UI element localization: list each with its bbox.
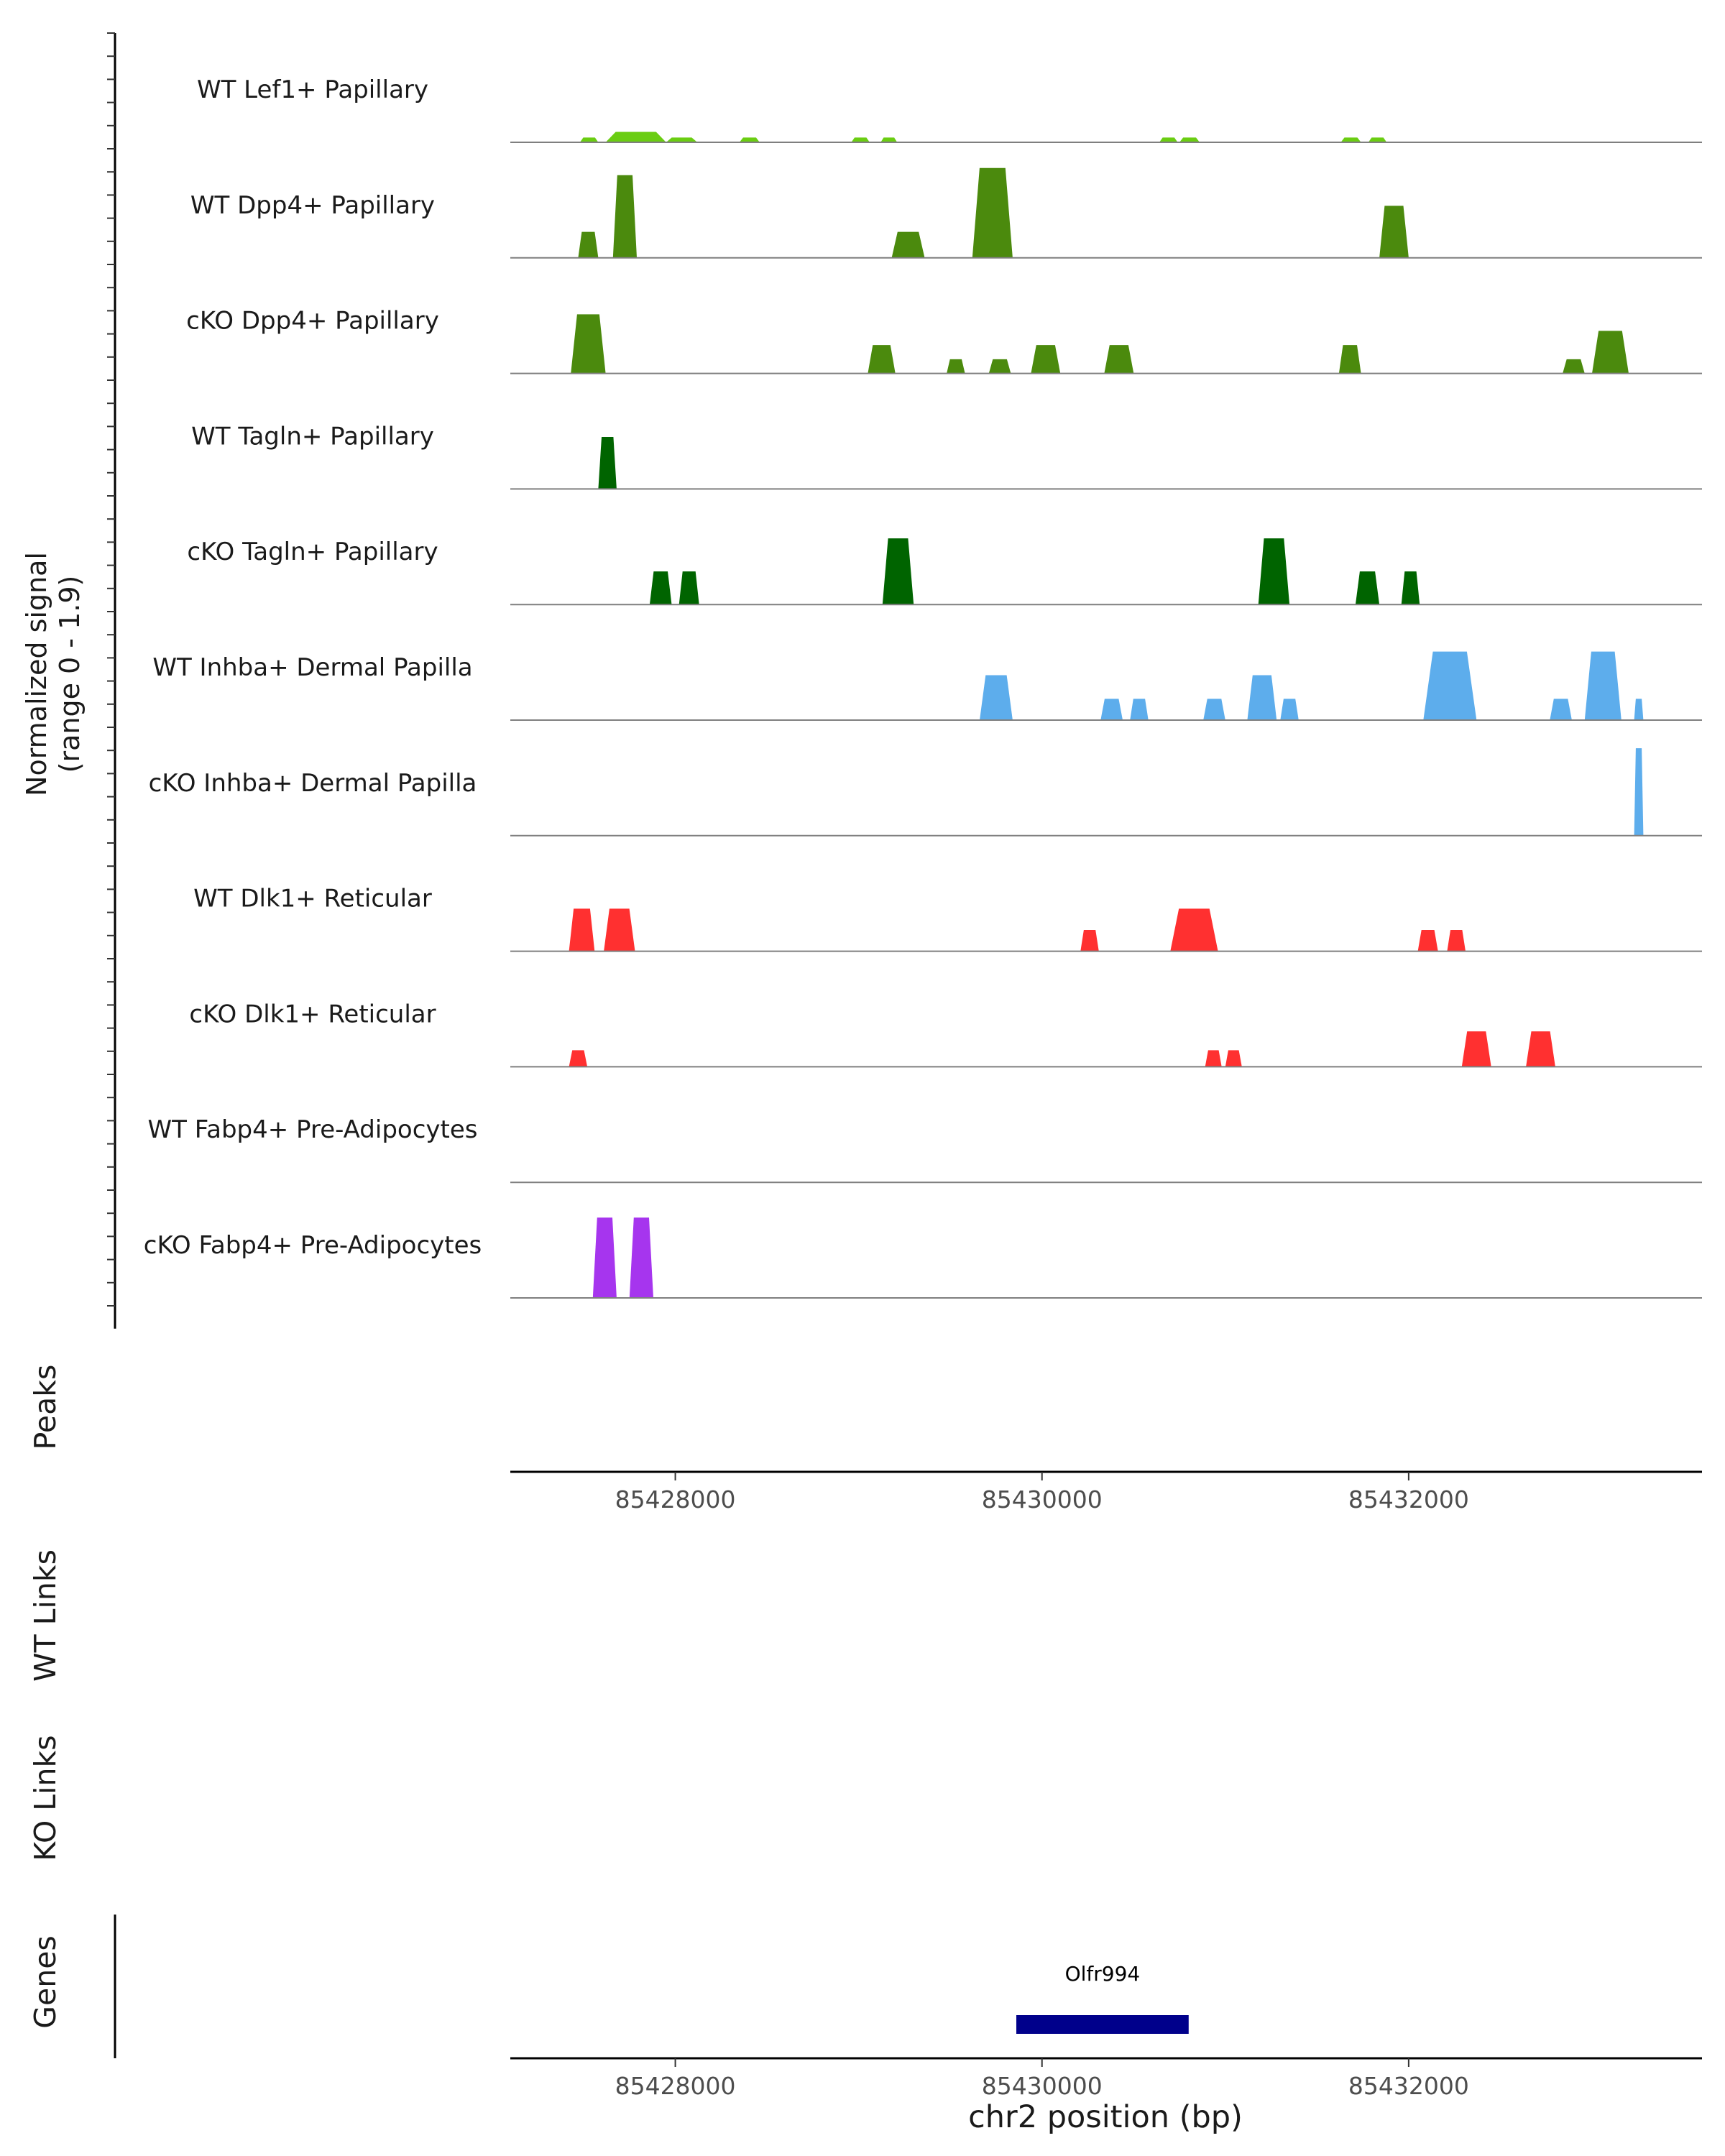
coverage-peak <box>629 1217 653 1298</box>
coverage-peak <box>569 908 595 952</box>
track-label: WT Dpp4+ Papillary <box>190 191 435 220</box>
coverage-peak <box>1401 571 1420 605</box>
coverage-peak <box>1338 345 1361 374</box>
coverage-peak <box>1526 1031 1555 1067</box>
track-label: WT Tagln+ Papillary <box>191 422 434 451</box>
coverage-peak <box>612 175 637 258</box>
coverage-peak <box>666 137 698 142</box>
track-1: WT Dpp4+ Papillary <box>190 167 1702 259</box>
coverage-peak <box>1423 651 1477 720</box>
gene-label: Olfr994 <box>1065 1962 1141 1986</box>
coverage-peak <box>598 437 617 489</box>
coverage-peak <box>1461 1031 1491 1067</box>
wt-links-panel-label: WT Links <box>28 1549 63 1682</box>
ko-links-panel-label: KO Links <box>28 1735 63 1861</box>
coverage-peak <box>1634 699 1644 720</box>
track-6: cKO Inhba+ Dermal Papilla <box>149 748 1702 837</box>
coverage-peak <box>1080 930 1099 952</box>
coverage-peak <box>1355 571 1380 605</box>
track-label: cKO Tagln+ Papillary <box>187 538 438 566</box>
genes-panel-label: Genes <box>28 1935 63 2029</box>
track-label: cKO Fabp4+ Pre-Adipocytes <box>144 1231 482 1260</box>
peaks-x-axis: 85428000 85430000 85432000 <box>510 1470 1702 1514</box>
genes-x-tick-label: 85428000 <box>615 2072 736 2100</box>
coverage-peak <box>579 137 599 142</box>
coverage-peak <box>1368 137 1387 142</box>
y-axis <box>107 32 116 1329</box>
gene-body <box>1016 2015 1189 2034</box>
coverage-peak <box>1159 137 1178 142</box>
panel-labels: Normalized signal (range 0 - 1.9) Peaks … <box>21 552 86 2029</box>
coverage-peak <box>988 359 1011 374</box>
peaks-x-tick-label: 85432000 <box>1348 1485 1469 1514</box>
coverage-peak <box>605 132 666 142</box>
coverage-peak <box>851 137 870 142</box>
track-2: cKO Dpp4+ Papillary <box>186 307 1702 374</box>
coverage-peak <box>571 314 606 374</box>
coverage-peak <box>1203 699 1225 720</box>
track-label: cKO Dlk1+ Reticular <box>189 1000 436 1028</box>
coverage-peak <box>1104 345 1134 374</box>
coverage-peak <box>1584 651 1622 720</box>
track-3: WT Tagln+ Papillary <box>191 422 1702 490</box>
coverage-peak <box>1592 331 1629 374</box>
coverage-tracks: WT Lef1+ Papillary WT Dpp4+ Papillary cKO … <box>144 75 1702 1299</box>
peaks-panel-label: Peaks <box>28 1365 63 1450</box>
track-label: cKO Dpp4+ Papillary <box>186 307 439 336</box>
coverage-peak <box>1634 748 1644 836</box>
peaks-x-tick-label: 85428000 <box>615 1485 736 1514</box>
y-axis-subtitle: (range 0 - 1.9) <box>54 576 86 773</box>
coverage-peak <box>1563 359 1585 374</box>
coverage-peak <box>1031 345 1061 374</box>
track-label: WT Inhba+ Dermal Papilla <box>152 653 472 682</box>
coverage-peak <box>947 359 965 374</box>
coverage-peak <box>980 675 1013 720</box>
coverage-peak <box>569 1050 588 1067</box>
x-axis-title: chr2 position (bp) <box>968 2099 1243 2135</box>
coverage-peak <box>649 571 672 605</box>
coverage-peak <box>868 345 896 374</box>
coverage-peak <box>1447 930 1466 952</box>
coverage-peak <box>1225 1050 1242 1067</box>
coverage-peak <box>739 137 760 142</box>
track-label: cKO Inhba+ Dermal Papilla <box>149 769 477 798</box>
genes-x-tick-label: 85432000 <box>1348 2072 1469 2100</box>
track-label: WT Fabp4+ Pre-Adipocytes <box>148 1115 478 1144</box>
coverage-peak <box>972 167 1013 258</box>
track-label: WT Dlk1+ Reticular <box>193 885 432 913</box>
coverage-peak <box>1247 675 1277 720</box>
coverage-peak <box>1170 908 1218 952</box>
track-4: cKO Tagln+ Papillary <box>187 538 1702 606</box>
coverage-peak <box>1340 137 1361 142</box>
coverage-peak <box>604 908 635 952</box>
track-9: WT Fabp4+ Pre-Adipocytes <box>148 1115 1702 1184</box>
track-0: WT Lef1+ Papillary <box>197 75 1702 143</box>
track-8: cKO Dlk1+ Reticular <box>189 1000 1702 1068</box>
track-7: WT Dlk1+ Reticular <box>193 885 1702 952</box>
track-5: WT Inhba+ Dermal Papilla <box>152 651 1702 721</box>
coverage-peak <box>1379 206 1409 258</box>
genes-x-tick-label: 85430000 <box>982 2072 1103 2100</box>
coverage-peak <box>1130 699 1149 720</box>
coverage-peak <box>1179 137 1200 142</box>
track-label: WT Lef1+ Papillary <box>197 75 428 104</box>
coverage-peak <box>1205 1050 1222 1067</box>
coverage-peak <box>678 571 699 605</box>
track-10: cKO Fabp4+ Pre-Adipocytes <box>144 1217 1702 1299</box>
peaks-x-tick-label: 85430000 <box>982 1485 1103 1514</box>
coverage-peak <box>1100 699 1123 720</box>
coverage-peak <box>880 137 898 142</box>
coverage-peak <box>891 231 925 258</box>
coverage-peak <box>1280 699 1299 720</box>
coverage-peak <box>1258 538 1290 605</box>
genes-panel: Olfr994 85428000 85430000 85432000 <box>114 1915 1702 2100</box>
coverage-peak <box>592 1217 617 1298</box>
y-axis-title: Normalized signal <box>21 552 52 796</box>
coverage-peak <box>578 231 599 258</box>
coverage-peak <box>1417 930 1438 952</box>
coverage-peak <box>882 538 914 605</box>
coverage-peak <box>1550 699 1572 720</box>
